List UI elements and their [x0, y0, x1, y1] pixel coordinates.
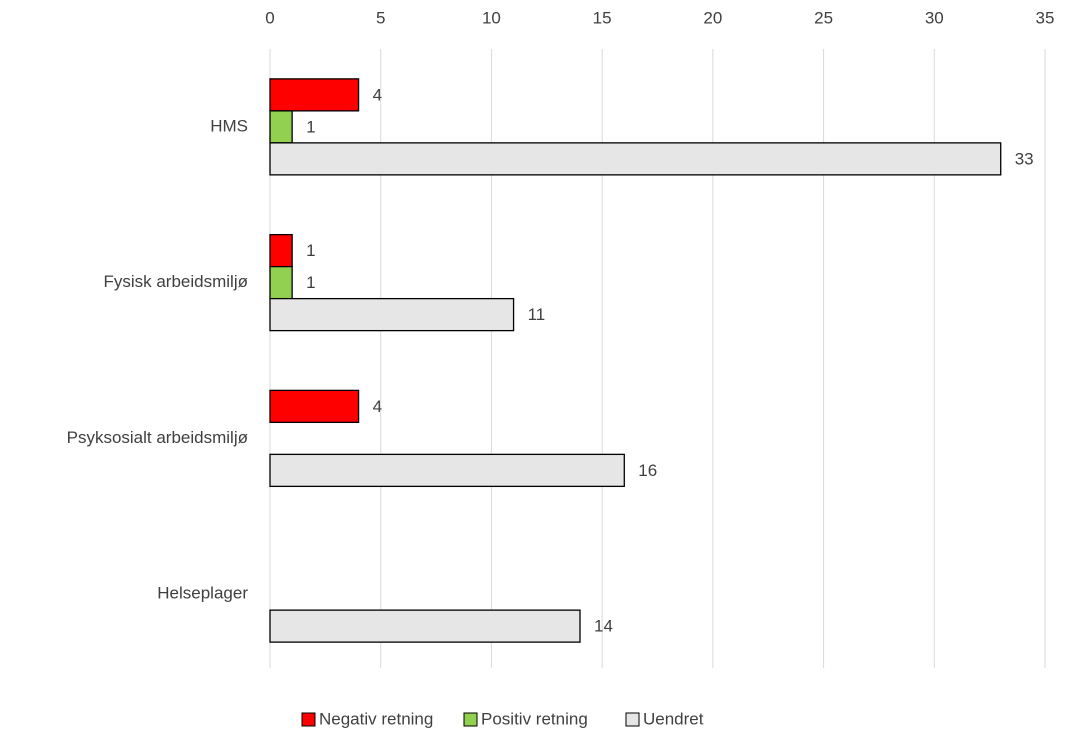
x-tick-label: 20	[703, 8, 722, 27]
data-label: 1	[306, 241, 315, 260]
bar	[269, 265, 293, 300]
legend-swatch	[463, 712, 478, 727]
x-tick-label: 35	[1036, 8, 1055, 27]
x-tick-label: 0	[265, 8, 274, 27]
bar	[269, 609, 581, 643]
data-label: 1	[306, 273, 315, 292]
data-label: 11	[528, 305, 546, 324]
x-tick-label: 15	[593, 8, 612, 27]
x-tick-label: 10	[482, 8, 501, 27]
data-label: 4	[373, 85, 382, 104]
data-label: 4	[373, 397, 382, 416]
x-tick-label: 30	[925, 8, 944, 27]
bar	[269, 110, 293, 144]
bar	[269, 233, 293, 268]
data-label: 1	[306, 117, 315, 136]
bar	[269, 389, 360, 424]
legend-label: Negativ retning	[319, 709, 433, 728]
y-tick-label: Psyksosialt arbeidsmiljø	[67, 428, 248, 447]
x-tick-label: 5	[376, 8, 385, 27]
legend-swatch	[625, 712, 640, 727]
y-tick-label: HMS	[210, 116, 248, 135]
data-label: 16	[638, 461, 657, 480]
legend-swatch	[301, 712, 316, 727]
bar	[269, 453, 625, 488]
data-label: 33	[1015, 149, 1034, 168]
bar	[269, 297, 515, 332]
y-tick-label: Helseplager	[157, 584, 248, 603]
x-tick-label: 25	[814, 8, 833, 27]
y-tick-label: Fysisk arbeidsmiljø	[103, 272, 248, 291]
legend-label: Uendret	[643, 709, 704, 728]
bar	[269, 78, 360, 112]
data-label: 14	[594, 617, 613, 636]
bar	[269, 142, 1002, 176]
legend-label: Positiv retning	[481, 709, 588, 728]
